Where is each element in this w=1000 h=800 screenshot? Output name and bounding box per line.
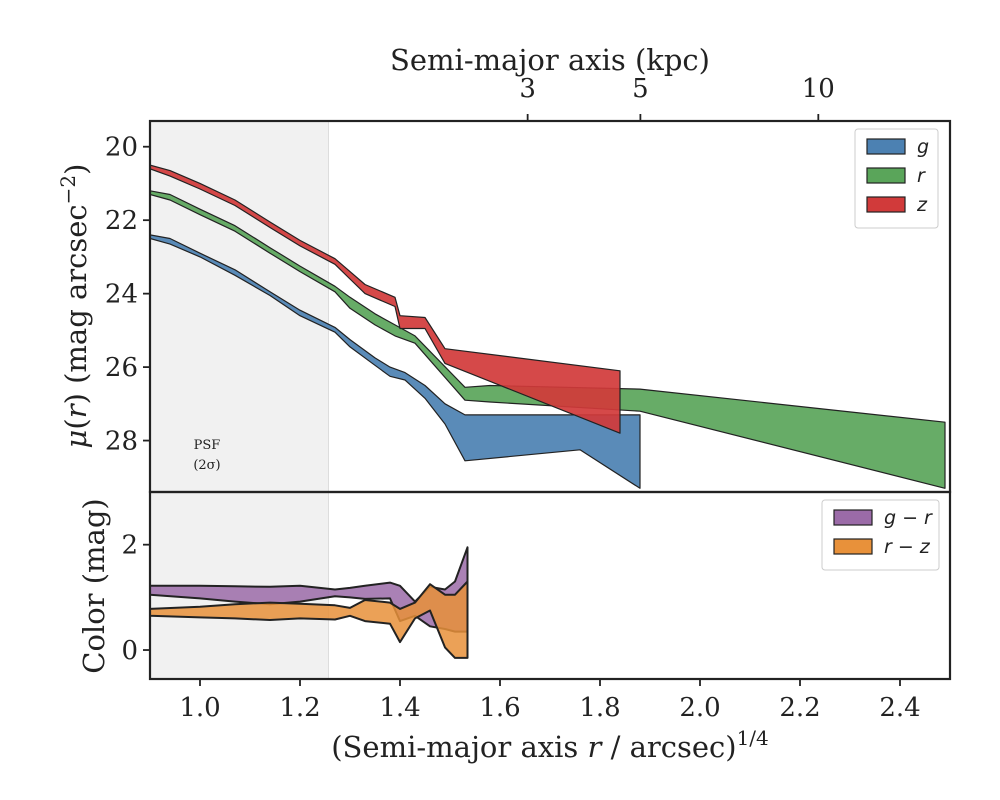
x-tick-label: 1.4: [379, 693, 420, 723]
y-tick-label: 0: [121, 636, 138, 666]
bottom-axis-title: (Semi-major axis r / arcsec)1/4: [331, 726, 769, 764]
legend-swatch: [833, 538, 873, 555]
psf-label-line2: (2σ): [193, 458, 220, 473]
legend-label: g: [917, 136, 929, 158]
top-axis-title: Semi-major axis (kpc): [390, 43, 710, 77]
x-tick-label: 1.0: [179, 693, 220, 723]
x-tick-label: 2.4: [879, 693, 920, 723]
band-r: [150, 190, 946, 489]
y-tick-label: 26: [105, 353, 138, 383]
x-tick-label: 2.0: [679, 693, 720, 723]
band-z: [150, 164, 621, 434]
legend-swatch: [866, 196, 906, 213]
band-rz: [150, 580, 469, 659]
legend-label: r: [917, 165, 926, 187]
x-tick-label: 1.6: [479, 693, 520, 723]
legend-label: g − r: [884, 507, 933, 529]
y-tick-label: 22: [105, 206, 138, 236]
x-tick-label: 2.2: [779, 693, 820, 723]
x-tick-label: 1.8: [579, 693, 620, 723]
y-tick-label: 24: [105, 280, 138, 310]
top-panel-ylabel: μ(r) (mag arcsec−2): [56, 164, 93, 449]
top-tick-label: 3: [519, 74, 536, 104]
legend-label: r − z: [884, 536, 931, 558]
color-panel: 0 2 1.0 1.2 1.4 1.6 1.8 2.0 2.2 2.4 g − r r − z C…: [77, 491, 940, 764]
legend-swatch: [833, 509, 873, 526]
psf-region-top: [149, 120, 329, 493]
y-tick-label: 2: [121, 531, 138, 561]
legend-label: z: [916, 194, 928, 216]
x-tick-label: 1.2: [279, 693, 320, 723]
top-tick-label: 10: [802, 74, 835, 104]
legend-swatch: [866, 138, 906, 155]
bottom-panel-frame: [148, 490, 952, 681]
y-tick-label: 20: [105, 133, 138, 163]
legend-swatch: [866, 167, 906, 184]
psf-label-line1: PSF: [194, 438, 221, 453]
band-g: [150, 234, 641, 489]
y-tick-label: 28: [105, 427, 138, 457]
top-tick-label: 5: [632, 74, 649, 104]
color-panel-ylabel: Color (mag): [77, 498, 111, 673]
